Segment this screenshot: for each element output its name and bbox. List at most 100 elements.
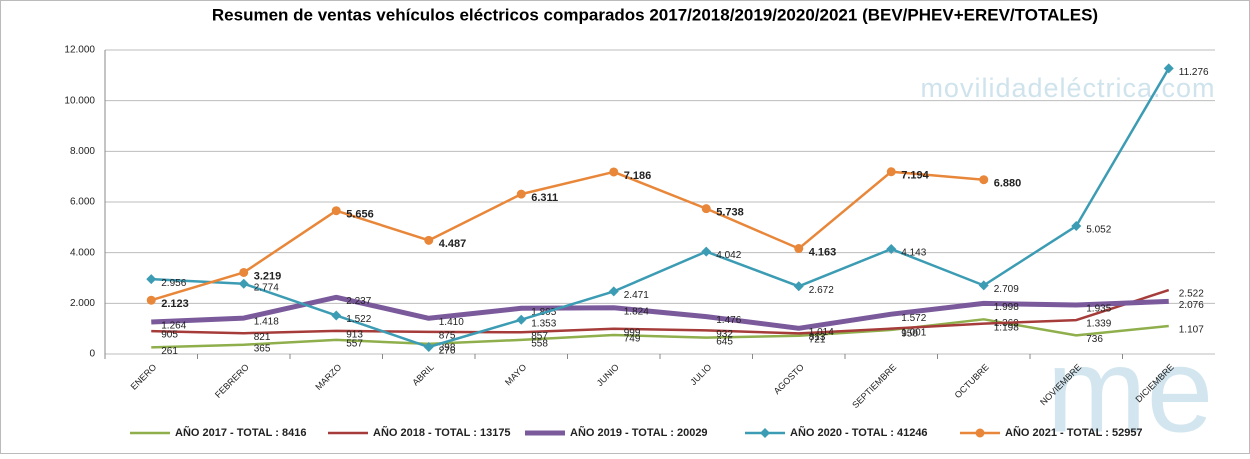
data-point — [701, 246, 712, 257]
data-label: 2.956 — [161, 278, 186, 289]
data-label: 7.194 — [901, 170, 929, 182]
data-label: 6.311 — [531, 192, 558, 204]
data-label: 11.276 — [1179, 67, 1209, 78]
data-label: 276 — [439, 346, 456, 357]
legend-label: AÑO 2019 - TOTAL : 20029 — [570, 426, 708, 439]
data-label: 1.001 — [901, 327, 926, 338]
data-label: 950 — [901, 329, 918, 340]
data-point — [423, 342, 434, 353]
data-label: 261 — [161, 346, 178, 357]
data-label: 2.672 — [809, 285, 834, 296]
data-label: 1.339 — [1086, 319, 1111, 330]
data-label: 1.014 — [809, 327, 834, 338]
data-point — [146, 295, 156, 305]
data-point — [516, 314, 527, 325]
y-tick-label: 2.000 — [70, 298, 95, 309]
data-label: 932 — [716, 329, 733, 340]
data-point — [978, 280, 989, 291]
data-point — [331, 206, 341, 216]
series-line — [151, 288, 1170, 335]
data-label: 905 — [161, 330, 178, 341]
data-point — [146, 274, 157, 285]
legend-marker — [975, 428, 985, 438]
data-label: 5.738 — [716, 207, 744, 219]
data-label: 1.998 — [994, 302, 1019, 313]
legend-marker — [760, 428, 770, 438]
data-point — [331, 310, 342, 321]
data-point — [794, 244, 804, 254]
data-point — [424, 235, 434, 245]
data-label: 2.237 — [346, 296, 371, 307]
data-label: 5.052 — [1086, 225, 1111, 236]
data-point — [516, 189, 526, 199]
y-tick-label: 6.000 — [70, 197, 95, 208]
data-label: 4.042 — [716, 250, 741, 261]
y-tick-label: 12.000 — [64, 45, 95, 56]
data-label: 913 — [346, 330, 363, 341]
data-label: 7.186 — [624, 170, 652, 182]
legend-label: AÑO 2020 - TOTAL : 41246 — [790, 426, 928, 439]
y-tick-label: 8.000 — [70, 146, 95, 157]
data-point — [1071, 221, 1082, 232]
data-point — [793, 281, 804, 292]
data-point — [239, 267, 249, 277]
y-tick-label: 4.000 — [70, 247, 95, 258]
watermark: movilidadeléctrica.com — [920, 73, 1215, 103]
data-point — [1163, 63, 1174, 74]
data-label: 2.076 — [1179, 300, 1204, 311]
data-point — [238, 278, 249, 289]
data-label: 1.935 — [1086, 304, 1111, 315]
data-label: 1.522 — [346, 314, 371, 325]
y-tick-label: 0 — [89, 349, 95, 360]
data-label: 2.123 — [161, 298, 189, 310]
data-label: 4.487 — [439, 238, 467, 250]
data-point — [609, 167, 619, 177]
data-label: 1.353 — [531, 318, 556, 329]
data-label: 4.163 — [809, 246, 837, 258]
data-label: 749 — [624, 334, 641, 345]
data-label: 6.880 — [994, 178, 1022, 190]
legend-label: AÑO 2017 - TOTAL : 8416 — [175, 426, 306, 439]
data-point — [608, 286, 619, 297]
legend-label: AÑO 2018 - TOTAL : 13175 — [373, 426, 511, 439]
chart-title: Resumen de ventas vehículos eléctricos c… — [212, 5, 1098, 24]
data-label: 721 — [809, 334, 826, 345]
data-label: 1.264 — [161, 321, 186, 332]
data-label: 2.774 — [254, 282, 279, 293]
data-point — [979, 175, 989, 185]
data-label: 857 — [531, 331, 548, 342]
data-label: 1.410 — [439, 317, 464, 328]
data-label: 1.107 — [1179, 325, 1204, 336]
series-line — [151, 67, 1170, 349]
data-label: 398 — [439, 343, 456, 354]
data-label: 645 — [716, 336, 733, 347]
data-label: 558 — [531, 339, 548, 350]
data-label: 2.709 — [994, 284, 1019, 295]
data-label: 4.143 — [901, 248, 926, 259]
data-label: 1.824 — [624, 306, 649, 317]
data-label: 736 — [1086, 334, 1103, 345]
data-label: 1.418 — [254, 317, 279, 328]
data-label: 1.572 — [901, 313, 926, 324]
series-line — [151, 294, 1169, 331]
logo: me — [1047, 324, 1214, 454]
data-label: 2.471 — [624, 290, 649, 301]
data-label: 2.522 — [1179, 289, 1204, 300]
data-point — [886, 167, 896, 177]
data-label: 5.656 — [346, 209, 374, 221]
data-label: 1.198 — [994, 322, 1019, 333]
data-label: 1.476 — [716, 315, 741, 326]
data-point — [886, 244, 897, 255]
legend-label: AÑO 2021 - TOTAL : 52957 — [1005, 426, 1143, 439]
data-point — [701, 204, 711, 214]
series-line — [150, 170, 984, 302]
data-label: 875 — [439, 330, 456, 341]
data-label: 365 — [254, 343, 271, 354]
y-tick-label: 10.000 — [64, 95, 95, 106]
data-label: 557 — [346, 339, 363, 350]
data-label: 999 — [624, 327, 641, 338]
data-label: 821 — [254, 332, 271, 343]
data-label: 813 — [809, 332, 826, 343]
